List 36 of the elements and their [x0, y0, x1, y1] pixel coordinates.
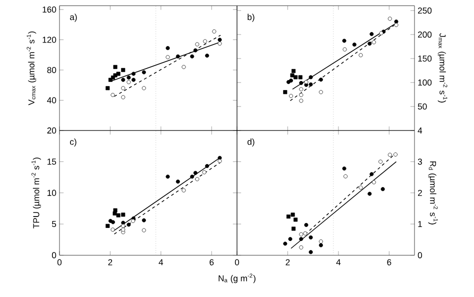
y-tick-label: 2 — [418, 190, 422, 196]
y-axis-title: V$_{cmax}$ (µmol m$^{-2}$ s$^{-1}$) — [26, 31, 36, 105]
annotation: d) — [248, 138, 254, 146]
y-tick-label: 120 — [42, 36, 56, 43]
x-tick-label: 4 — [158, 259, 164, 265]
y-tick-label: 40 — [47, 96, 56, 104]
x-tick-label: 6 — [210, 259, 214, 266]
x-tick-label: 2 — [108, 259, 112, 266]
y-axis-title: TPU (µmol m$^{-2}$ s$^{-1}$) — [32, 157, 41, 228]
y-axis-title: J$_{max}$ (µmol m$^{-2}$ s$^{-1}$) — [438, 33, 448, 102]
x-axis-title: N$_{a}$ (g m$^{-2}$) — [218, 273, 256, 283]
y-tick-label: 1 — [418, 220, 422, 227]
annotation: c) — [70, 138, 76, 146]
y-tick-label: 15 — [48, 158, 56, 164]
y-tick-label: 50 — [418, 103, 427, 110]
y-tick-label: 10 — [48, 190, 56, 196]
y-tick-label: 0 — [418, 252, 422, 258]
y-tick-label: 150 — [418, 55, 432, 62]
y-tick-label: 160 — [42, 6, 56, 12]
y-tick-label: 20 — [47, 127, 56, 134]
y-tick-label: 5 — [52, 220, 56, 227]
y-axis-title: R$_{d}$ (µmol m$^{-2}$ s$^{-1}$) — [428, 161, 438, 224]
x-tick-label: 6 — [387, 259, 392, 266]
x-tick-label: 0 — [57, 259, 62, 266]
y-tick-label: 250 — [418, 7, 432, 14]
y-tick-label: 80 — [47, 66, 56, 73]
x-tick-label: 0 — [234, 259, 240, 266]
annotation: a) — [70, 14, 77, 22]
annotation: b) — [248, 14, 254, 22]
y-tick-label: 4 — [418, 127, 422, 134]
y-tick-label: 200 — [418, 31, 432, 38]
y-tick-label: 0 — [52, 252, 56, 258]
y-tick-label: 3 — [418, 158, 422, 165]
x-tick-label: 2 — [286, 259, 290, 266]
x-tick-label: 4 — [336, 259, 341, 265]
y-tick-label: 100 — [418, 79, 432, 86]
